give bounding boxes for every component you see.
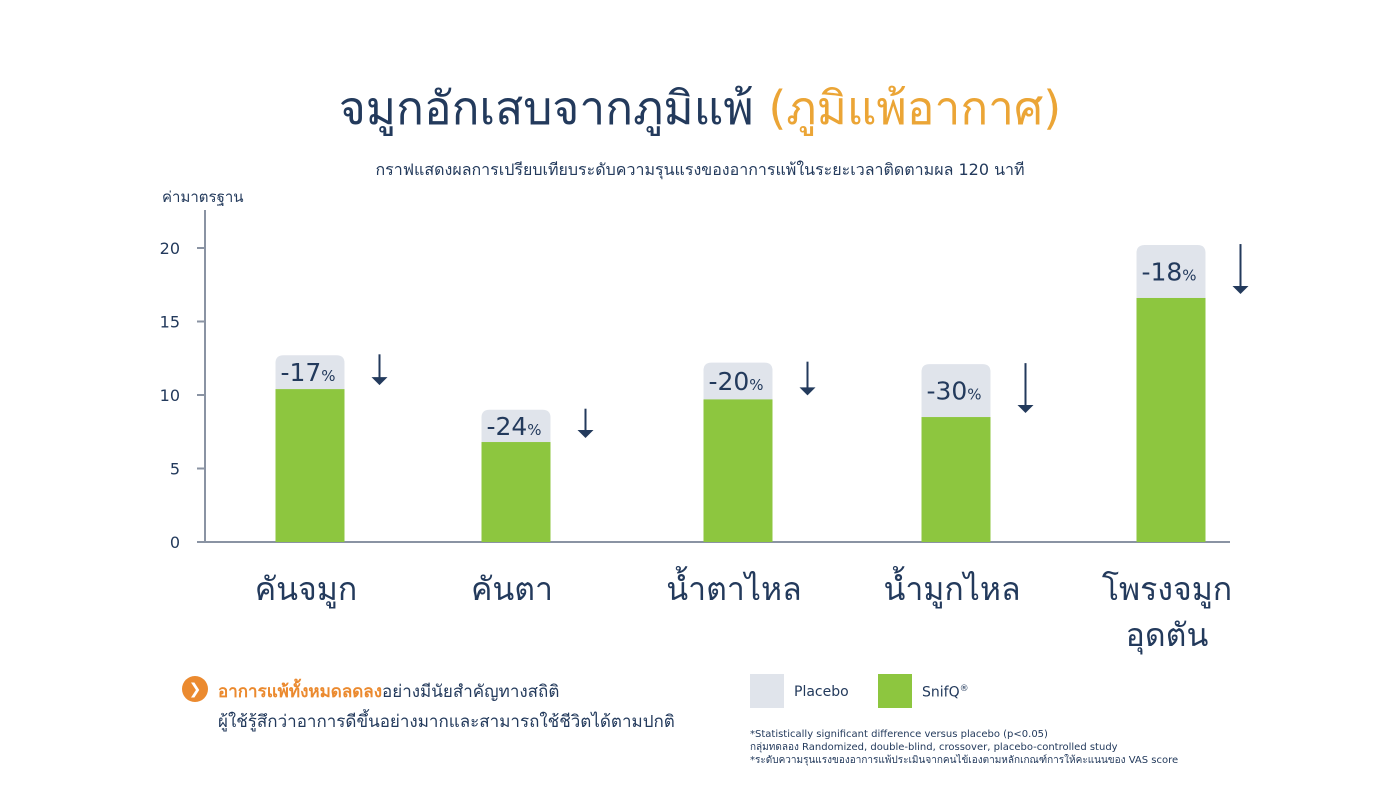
registered-mark: ® <box>959 684 969 694</box>
y-tick-label: 10 <box>160 386 180 405</box>
x-category-label: อุดตัน <box>1126 616 1209 655</box>
arrow-down-icon <box>1232 285 1249 294</box>
reduction-label: -20% <box>708 367 763 396</box>
arrow-down-icon <box>799 387 816 396</box>
y-axis-title: ค่ามาตรฐาน <box>162 188 244 206</box>
arrow-down-icon <box>577 430 594 439</box>
legend-label-snifq-text: SnifQ <box>922 684 960 701</box>
footnote: *Statistically significant difference ve… <box>750 729 1048 740</box>
note-line-2: ผู้ใช้รู้สึกว่าอาการดีขึ้นอย่างมากและสาม… <box>218 712 675 732</box>
reduction-label: -18% <box>1141 258 1196 287</box>
y-tick-label: 0 <box>170 533 180 552</box>
note-line-1: อาการแพ้ทั้งหมดลดลงอย่างมีนัยสำคัญทางสถิ… <box>218 678 559 705</box>
reduction-label: -17% <box>280 358 335 387</box>
y-tick-label: 5 <box>170 460 180 479</box>
legend-label-placebo: Placebo <box>794 684 849 700</box>
reduction-value: -18 <box>1141 258 1182 287</box>
bar-snifq <box>703 399 773 542</box>
legend-swatch-snifq <box>878 674 912 708</box>
y-tick-label: 15 <box>160 313 180 332</box>
x-category-label: น้ำตาไหล <box>666 566 801 608</box>
x-category-label: คันตา <box>471 570 553 608</box>
bar-snifq <box>1136 297 1206 542</box>
reduction-unit: % <box>967 386 981 404</box>
bar-snifq <box>275 389 345 542</box>
reduction-unit: % <box>321 367 335 385</box>
chart-subtitle: กราฟแสดงผลการเปรียบเทียบระดับความรุนแรงข… <box>375 160 1025 179</box>
reduction-value: -30 <box>926 377 967 406</box>
legend-label-snifq: SnifQ® <box>922 684 969 701</box>
y-tick-label: 20 <box>160 239 180 258</box>
title-main: จมูกอักเสบจากภูมิแพ้ <box>338 81 754 135</box>
footnotes: *Statistically significant difference ve… <box>750 728 1178 767</box>
footnote: *ระดับความรุนแรงของอาการแพ้ประเมินจากคนไ… <box>750 755 1179 766</box>
reduction-unit: % <box>749 376 763 394</box>
title-accent: (ภูมิแพ้อากาศ) <box>768 81 1062 135</box>
legend-swatch-placebo <box>750 674 784 708</box>
chevron-right-icon: ❯ <box>182 676 208 702</box>
reduction-value: -20 <box>708 367 749 396</box>
bar-snifq <box>921 417 991 542</box>
page-title: จมูกอักเสบจากภูมิแพ้ (ภูมิแพ้อากาศ) <box>0 72 1400 145</box>
x-category-label: โพรงจมูก <box>1102 570 1232 609</box>
reduction-value: -24 <box>486 412 527 441</box>
reduction-label: -30% <box>926 377 981 406</box>
reduction-value: -17 <box>280 358 321 387</box>
arrow-down-icon <box>371 377 388 386</box>
reduction-unit: % <box>1182 267 1196 285</box>
note-highlight: อาการแพ้ทั้งหมดลดลง <box>218 682 383 702</box>
x-category-label: คันจมูก <box>255 570 358 609</box>
reduction-label: -24% <box>486 412 541 441</box>
note-line-1-rest: อย่างมีนัยสำคัญทางสถิติ <box>382 682 560 702</box>
arrow-down-icon <box>1017 405 1034 414</box>
footnote: กลุ่มทดลอง Randomized, double-blind, cro… <box>750 742 1118 753</box>
x-category-label: น้ำมูกไหล <box>883 566 1020 609</box>
bar-snifq <box>481 442 551 542</box>
reduction-unit: % <box>527 421 541 439</box>
